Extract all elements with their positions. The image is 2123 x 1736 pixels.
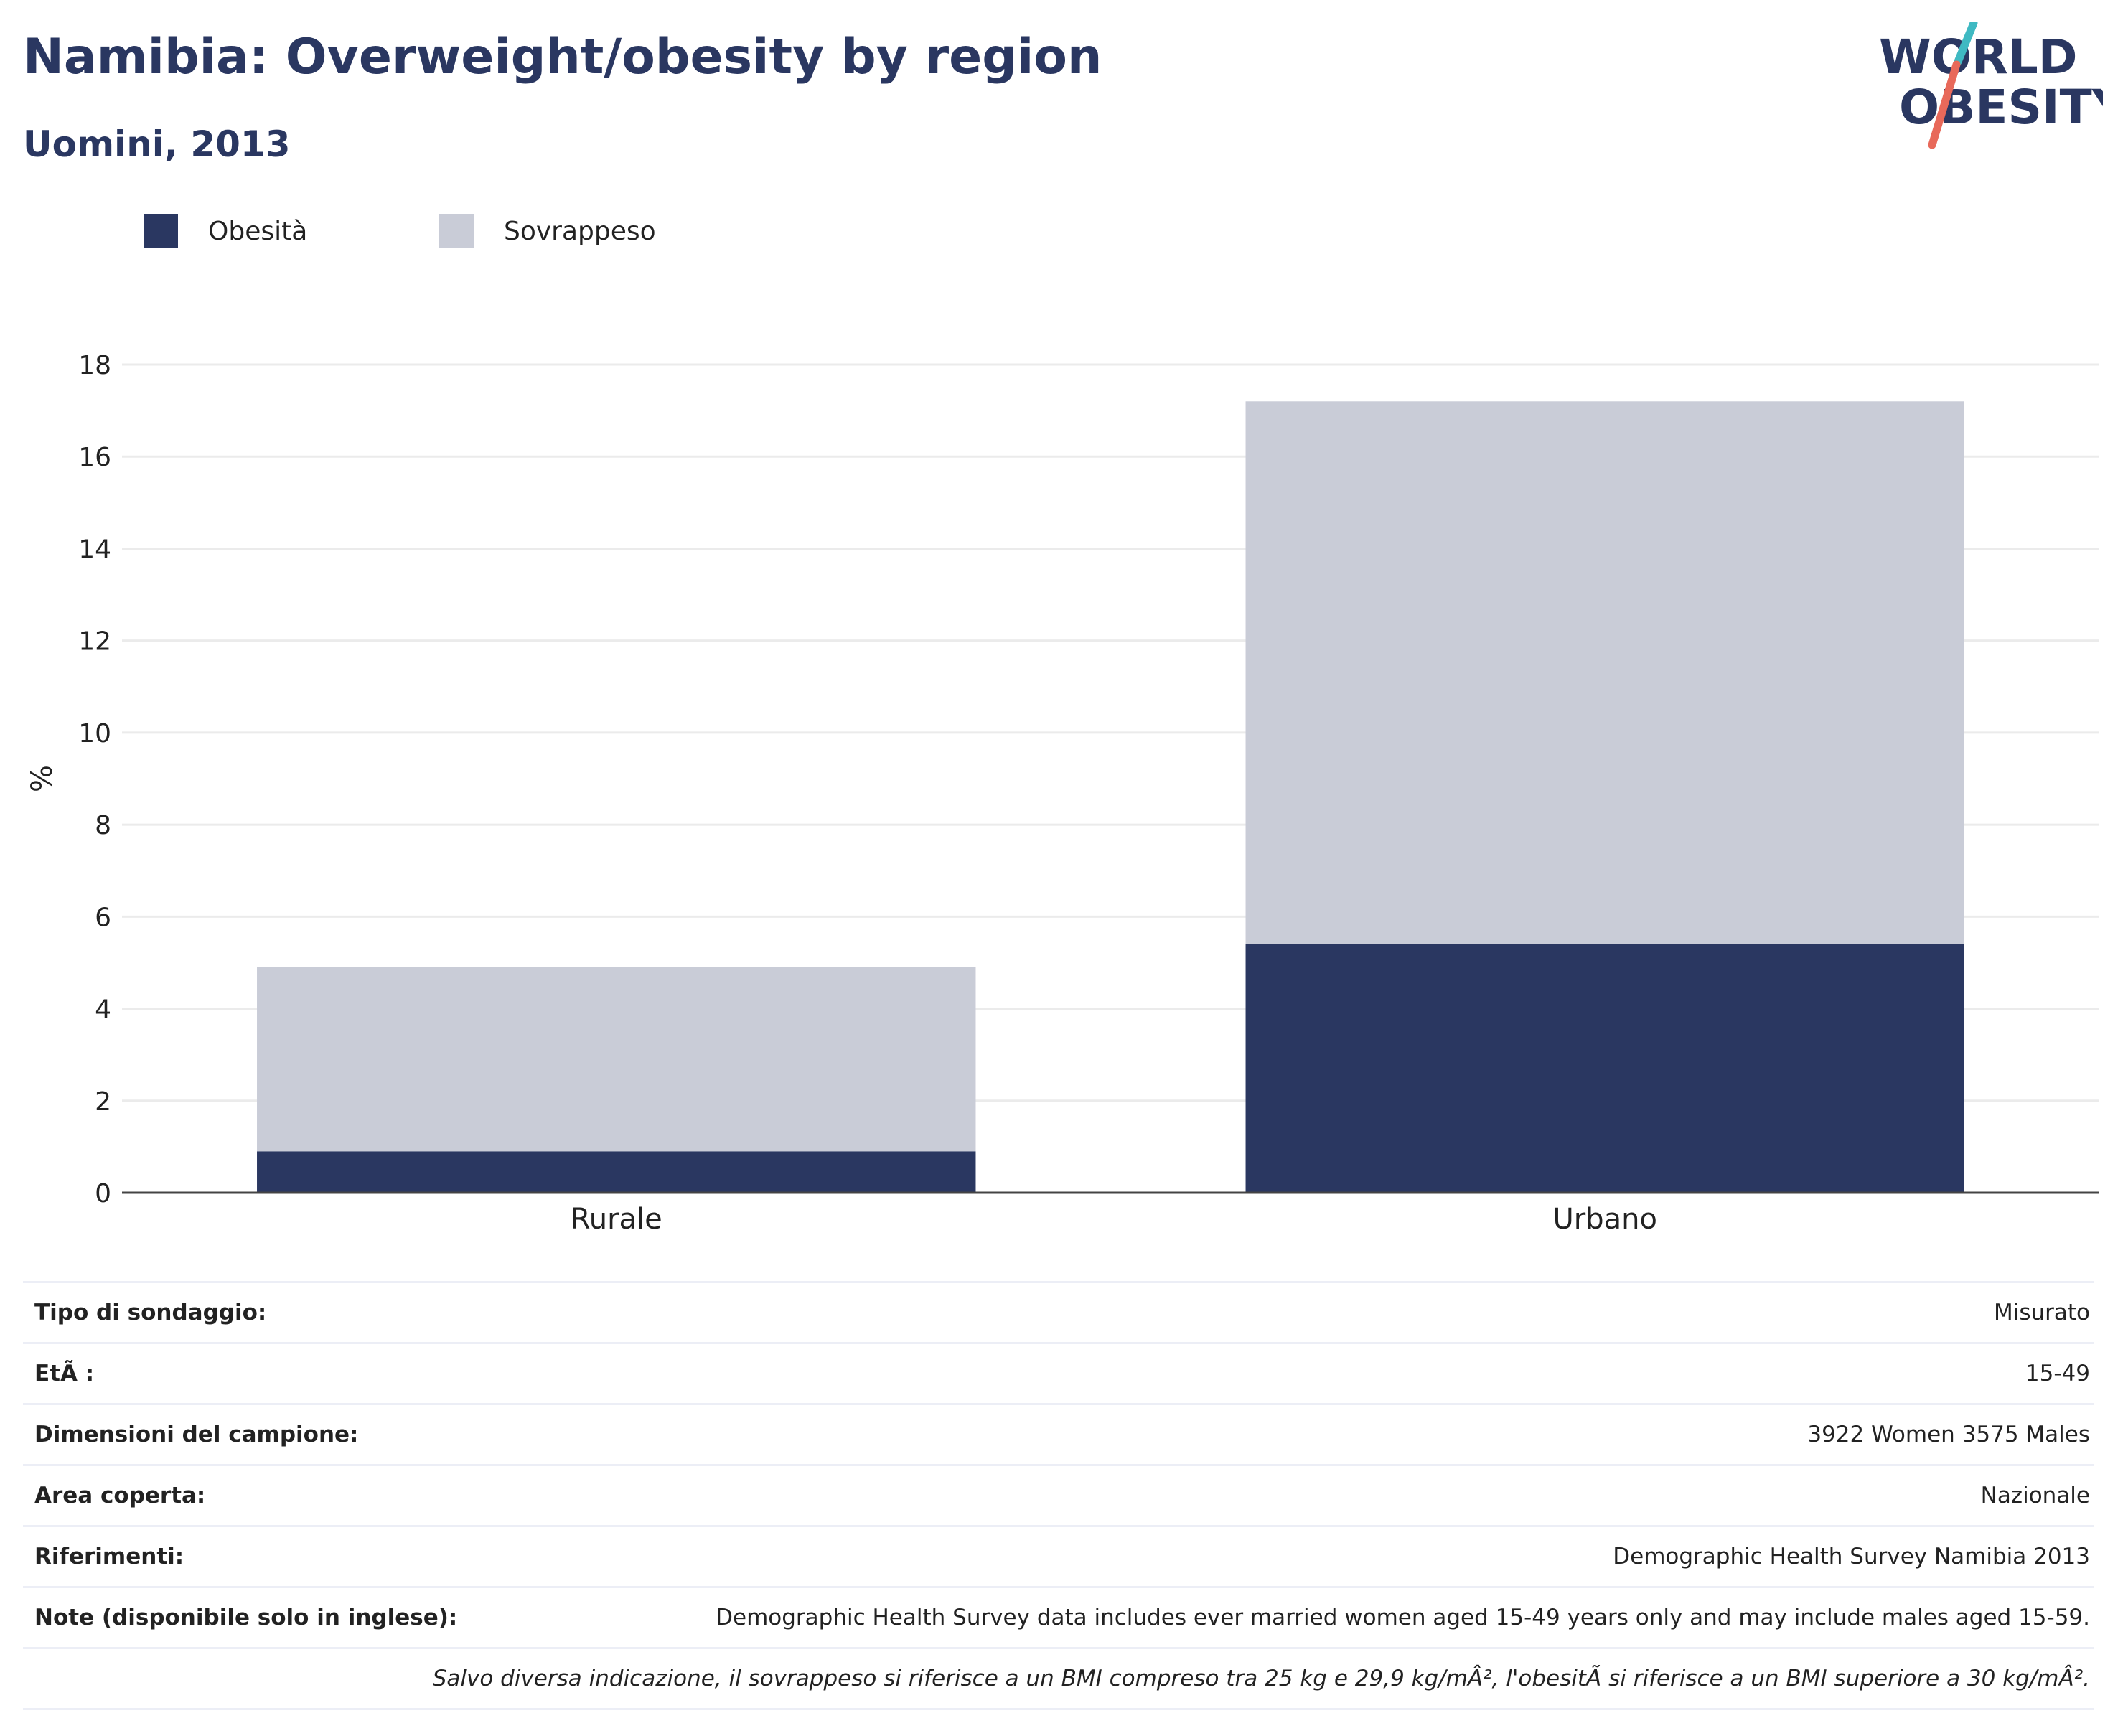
- info-value: Nazionale: [1980, 1483, 2090, 1509]
- y-tick-label: 8: [95, 811, 111, 840]
- stacked-bar-chart: 0 2 4 6 8 10 12 14 16 18% Rurale Urbano: [26, 351, 2099, 1236]
- y-axis-label: %: [26, 765, 59, 792]
- legend-item-sovrappeso[interactable]: Sovrappeso: [439, 214, 656, 248]
- y-tick-label: 6: [95, 903, 111, 932]
- info-row-sample-size: Dimensioni del campione: 3922 Women 3575…: [23, 1403, 2094, 1464]
- chart-subtitle: Uomini, 2013: [23, 123, 291, 165]
- info-row-notes: Note (disponibile solo in inglese): Demo…: [23, 1586, 2094, 1647]
- info-label: Note (disponibile solo in inglese):: [34, 1605, 458, 1631]
- y-tick-label: 12: [78, 627, 111, 657]
- y-tick-label: 10: [78, 719, 111, 749]
- bar-rurale-sovrappeso: [257, 967, 976, 1152]
- bar-rurale-obesità: [257, 1151, 976, 1193]
- info-value: 15-49: [2025, 1361, 2090, 1387]
- legend-swatch-obesita: [144, 214, 178, 248]
- x-tick-label: Rurale: [571, 1203, 662, 1236]
- info-label: Area coperta:: [34, 1483, 206, 1509]
- y-tick-label: 18: [78, 351, 111, 380]
- y-tick-label: 14: [78, 535, 111, 564]
- legend-item-obesita[interactable]: Obesità: [144, 214, 307, 248]
- info-value: 3922 Women 3575 Males: [1807, 1422, 2090, 1448]
- info-label: EtÃ :: [34, 1361, 95, 1387]
- legend-label-obesita: Obesità: [208, 216, 308, 246]
- logo-text-world: WORLD: [1879, 29, 2078, 85]
- chart-title: Namibia: Overweight/obesity by region: [23, 29, 1102, 85]
- x-tick-label: Urbano: [1553, 1203, 1657, 1236]
- info-row-survey-type: Tipo di sondaggio: Misurato: [23, 1281, 2094, 1342]
- world-obesity-logo: WORLD OBESITY: [1879, 22, 2103, 149]
- info-row-age: EtÃ : 15-49: [23, 1342, 2094, 1403]
- legend-label-sovrappeso: Sovrappeso: [504, 216, 656, 246]
- info-label: Riferimenti:: [34, 1544, 184, 1570]
- y-tick-label: 0: [95, 1179, 111, 1209]
- bar-urbano-sovrappeso: [1245, 401, 1964, 944]
- info-label: Tipo di sondaggio:: [34, 1300, 267, 1326]
- info-row-area-covered: Area coperta: Nazionale: [23, 1464, 2094, 1525]
- y-tick-label: 16: [78, 443, 111, 472]
- info-value: Misurato: [1993, 1300, 2090, 1326]
- legend-swatch-sovrappeso: [439, 214, 474, 248]
- bmi-footnote: Salvo diversa indicazione, il sovrappeso…: [432, 1666, 2090, 1692]
- bmi-footnote-row: Salvo diversa indicazione, il sovrappeso…: [23, 1647, 2094, 1710]
- y-tick-label: 2: [95, 1087, 111, 1117]
- logo-text-obesity: OBESITY: [1899, 80, 2103, 135]
- info-value: Demographic Health Survey Namibia 2013: [1613, 1544, 2090, 1570]
- y-tick-label: 4: [95, 995, 111, 1025]
- bar-urbano-obesità: [1245, 944, 1964, 1193]
- info-row-references: Riferimenti: Demographic Health Survey N…: [23, 1525, 2094, 1586]
- logo-slash-top: [1954, 22, 1978, 66]
- info-value: Demographic Health Survey data includes …: [716, 1605, 2090, 1631]
- survey-info-table: Tipo di sondaggio: Misurato EtÃ : 15-49 …: [23, 1281, 2094, 1710]
- info-label: Dimensioni del campione:: [34, 1422, 359, 1448]
- logo-slash-bottom: [1928, 60, 1961, 149]
